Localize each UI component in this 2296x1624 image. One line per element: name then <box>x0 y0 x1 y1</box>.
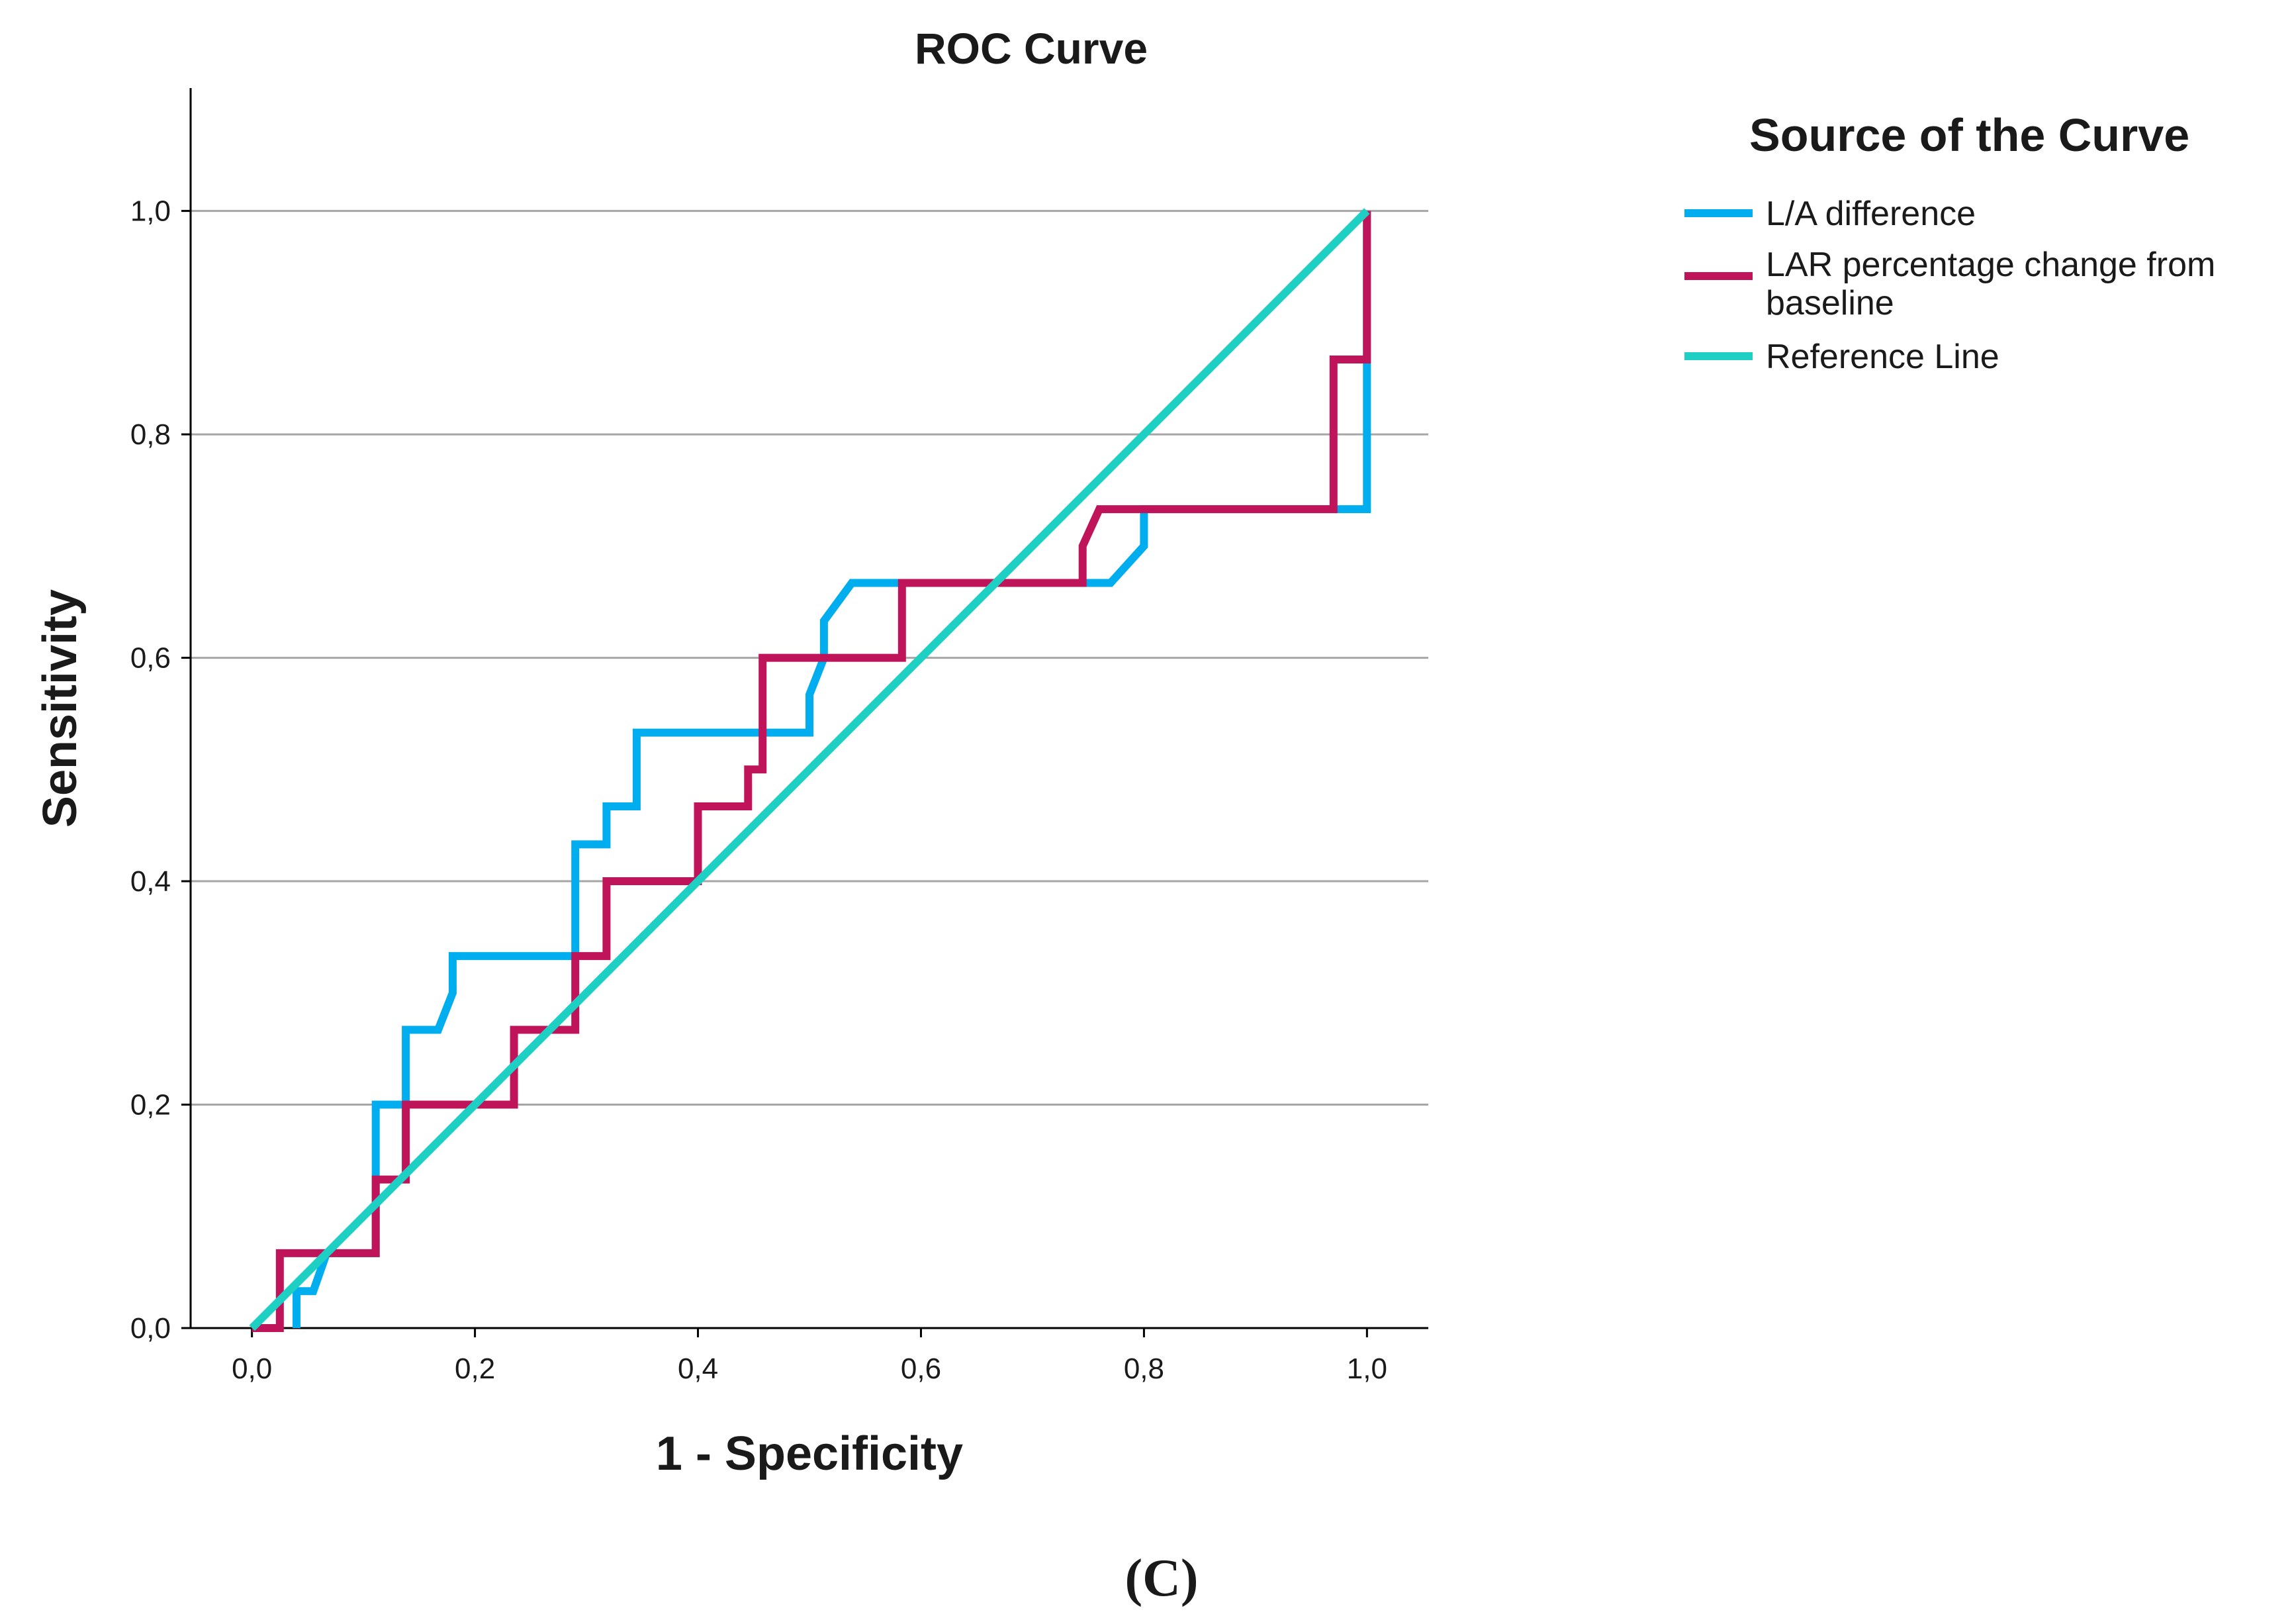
y-tick-label: 0,6 <box>130 642 171 675</box>
x-axis-title: 1 - Specificity <box>656 1427 963 1480</box>
legend-label: baseline <box>1766 284 1894 322</box>
y-axis-title: Sensitivity <box>34 589 87 828</box>
y-axis-ticks: 0,0 0,2 0,4 0,6 0,8 1,0 <box>130 195 191 1345</box>
panel-label: (C) <box>1125 1549 1198 1607</box>
x-tick-label: 0,2 <box>455 1353 495 1385</box>
legend-title: Source of the Curve <box>1749 109 2189 161</box>
legend-label: L/A difference <box>1766 195 1976 233</box>
reference-line <box>249 208 1370 1331</box>
x-tick-label: 0,0 <box>232 1353 272 1385</box>
x-tick-label: 0,4 <box>678 1353 718 1385</box>
x-tick-label: 1,0 <box>1347 1353 1387 1385</box>
series-lines <box>249 208 1371 1332</box>
x-tick-label: 0,8 <box>1124 1353 1164 1385</box>
y-tick-label: 0,4 <box>130 865 171 898</box>
y-tick-label: 1,0 <box>130 195 171 228</box>
legend-label: Reference Line <box>1766 338 1999 376</box>
lar-percentage-change-curve <box>252 211 1371 1332</box>
y-tick-label: 0,0 <box>130 1312 171 1345</box>
x-axis-ticks: 0,0 0,2 0,4 0,6 0,8 1,0 <box>232 1328 1387 1385</box>
x-tick-label: 0,6 <box>901 1353 941 1385</box>
legend: L/A difference LAR percentage change from… <box>1684 195 2215 376</box>
chart-title: ROC Curve <box>915 24 1148 73</box>
y-tick-label: 0,8 <box>130 418 171 451</box>
y-tick-label: 0,2 <box>130 1089 171 1122</box>
la-difference-curve <box>293 211 1371 1328</box>
legend-label: LAR percentage change from <box>1766 246 2215 284</box>
